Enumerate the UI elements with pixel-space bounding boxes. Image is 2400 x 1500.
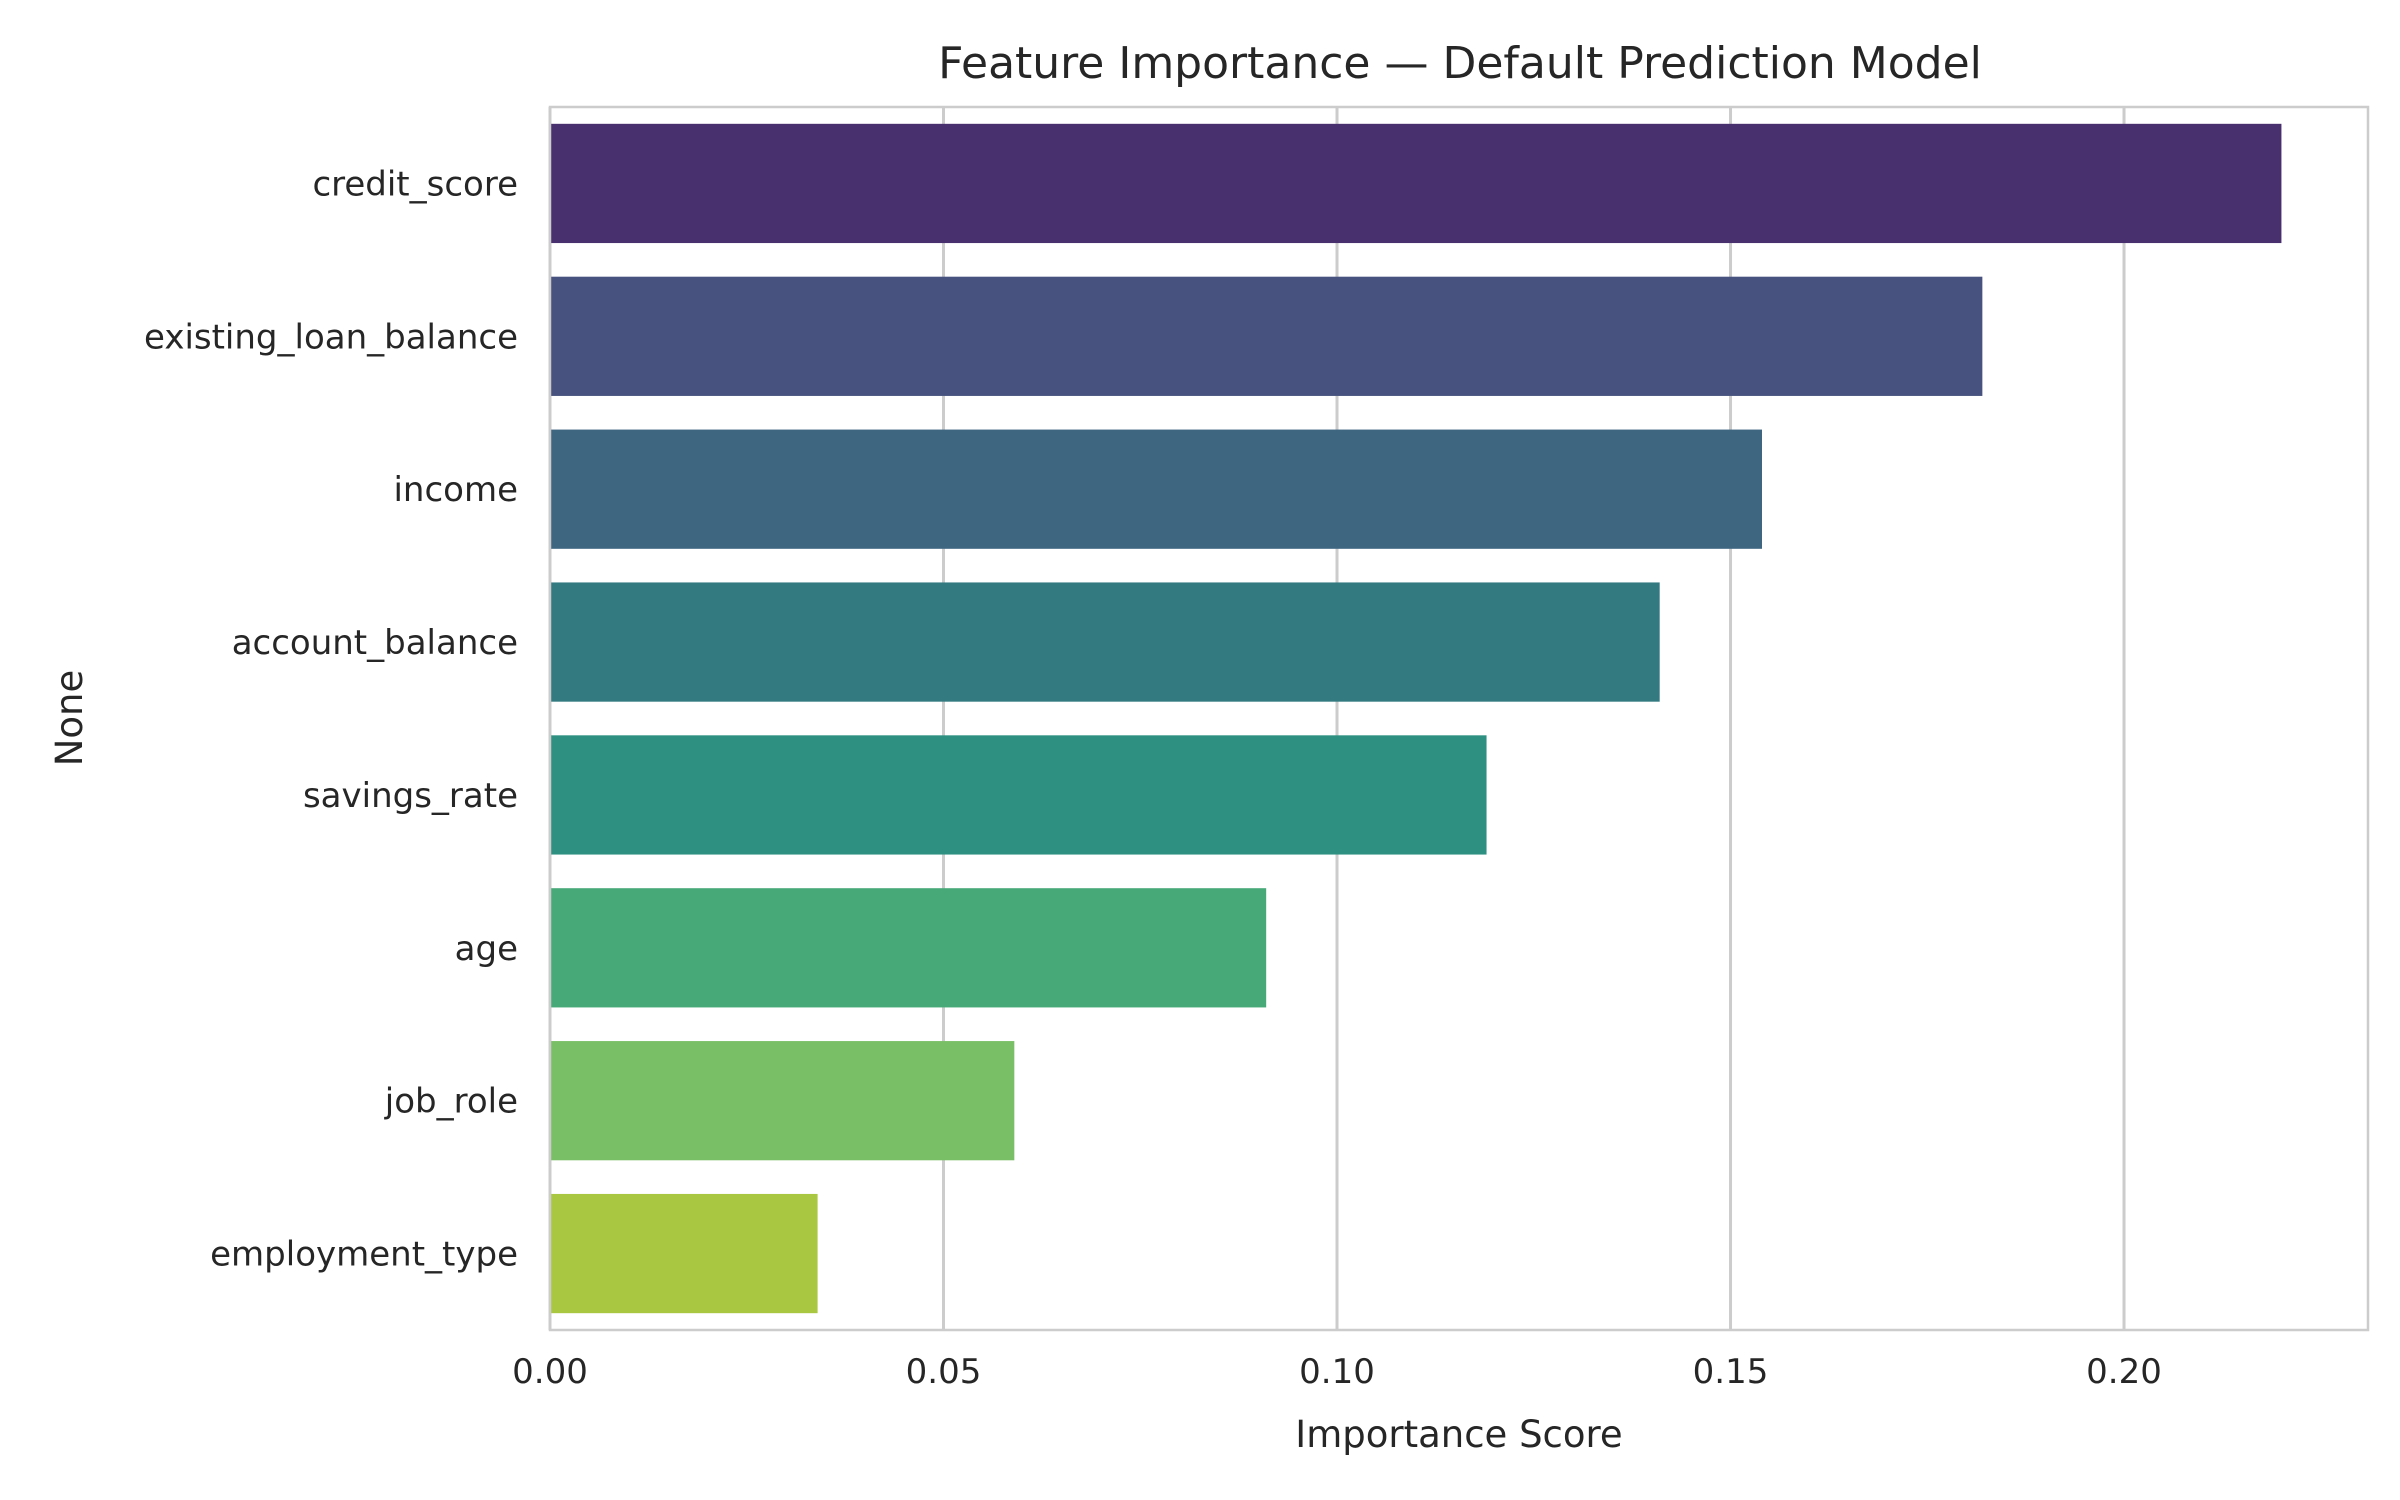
x-tick-label: 0.00	[512, 1352, 588, 1392]
bar-age	[550, 888, 1267, 1008]
bars	[550, 123, 2282, 1314]
bar-savings-rate	[550, 735, 1487, 855]
x-tick-labels: 0.00 0.05 0.10 0.15 0.20	[512, 1352, 2162, 1392]
plot-frame	[548, 105, 2370, 1332]
x-axis-label: Importance Score	[1295, 1413, 1622, 1456]
y-tick-label: account_balance	[232, 623, 518, 663]
y-tick-label: income	[393, 470, 518, 510]
chart-title: Feature Importance — Default Prediction …	[938, 38, 1982, 89]
y-tick-label: credit_score	[312, 164, 518, 204]
x-tick-label: 0.15	[1693, 1352, 1769, 1392]
y-tick-label: savings_rate	[303, 776, 518, 816]
x-tick-label: 0.20	[2086, 1352, 2162, 1392]
y-tick-label: existing_loan_balance	[144, 317, 518, 357]
bar-existing-loan-balance	[550, 276, 1983, 396]
bar-employment-type	[550, 1193, 818, 1314]
y-tick-label: job_role	[384, 1082, 518, 1122]
x-tick-label: 0.05	[906, 1352, 982, 1392]
y-tick-label: age	[455, 929, 518, 969]
bar-account-balance	[550, 582, 1660, 702]
y-axis-label: None	[48, 670, 91, 767]
y-tick-label: employment_type	[210, 1235, 518, 1275]
bar-income	[550, 429, 1762, 549]
bar-credit-score	[550, 123, 2282, 244]
bar-job-role	[550, 1041, 1015, 1161]
x-tick-label: 0.10	[1299, 1352, 1375, 1392]
